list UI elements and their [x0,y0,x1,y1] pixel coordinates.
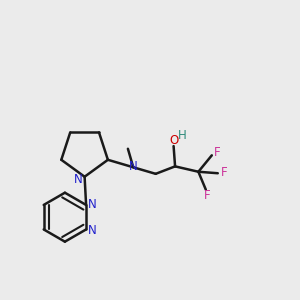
Text: N: N [88,224,97,237]
Text: N: N [88,197,97,211]
Text: F: F [214,146,220,159]
Text: O: O [169,134,178,147]
Text: H: H [178,129,186,142]
Text: F: F [204,189,211,202]
Text: N: N [129,160,138,173]
Text: F: F [220,166,227,179]
Text: N: N [74,172,82,186]
